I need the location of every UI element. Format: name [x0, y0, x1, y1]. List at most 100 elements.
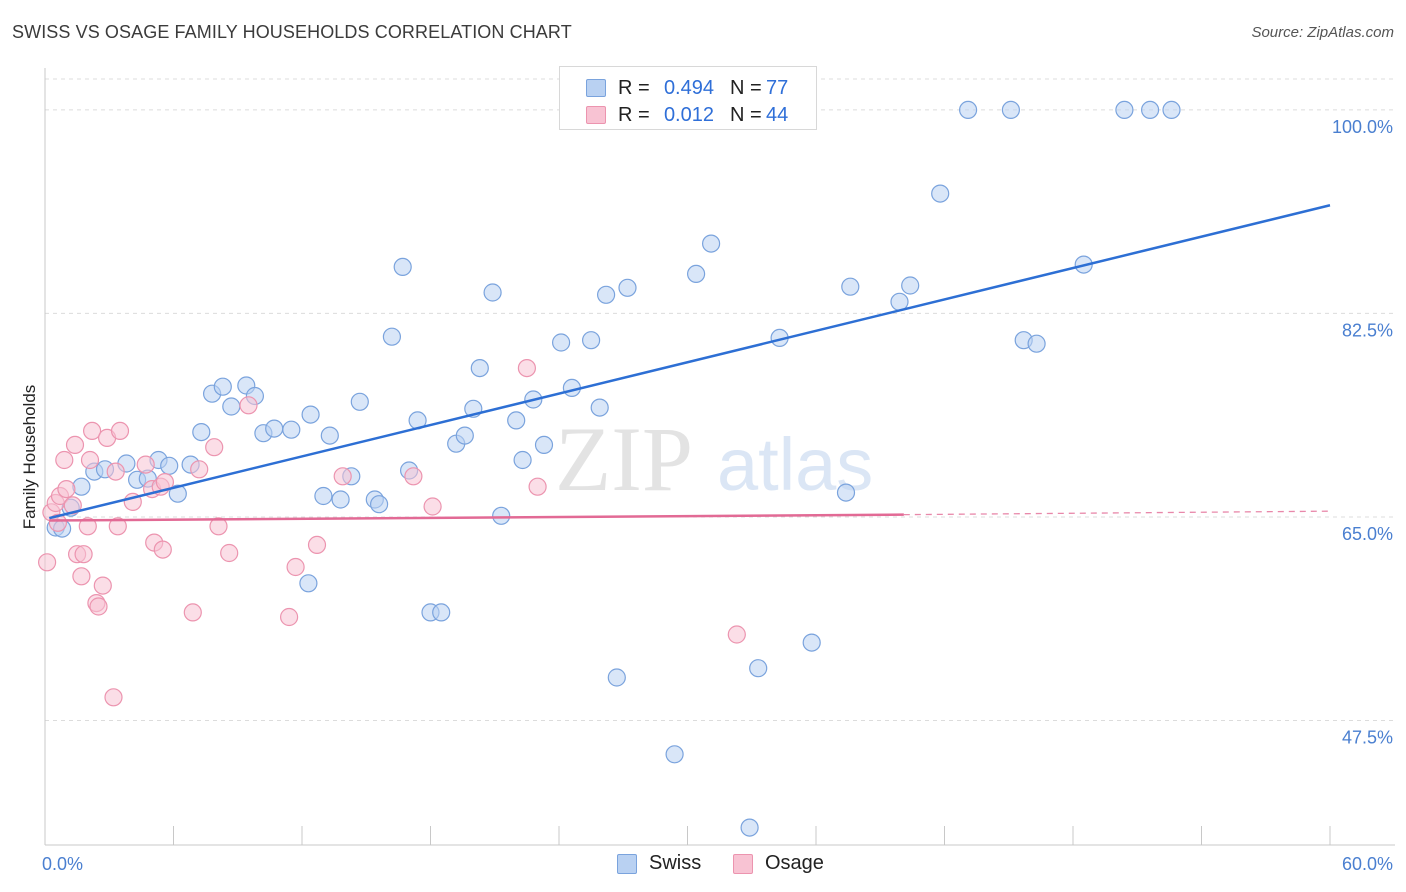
swiss-point — [507, 411, 526, 430]
osage-n-label: N = — [730, 104, 762, 126]
swiss-point — [192, 423, 211, 442]
x-tick-label-min: 0.0% — [42, 854, 83, 874]
osage-point — [74, 545, 93, 564]
swiss-point — [320, 426, 339, 445]
swiss-point — [596, 285, 616, 304]
osage-point — [72, 567, 91, 586]
swiss-point — [370, 495, 389, 514]
correlation-legend: R = 0.494 N = 77 R = 0.012 N = 44 — [559, 66, 817, 130]
swiss-point — [1140, 100, 1160, 120]
osage-point — [78, 517, 97, 536]
swiss-legend-swatch — [617, 854, 637, 874]
x-tick-label-max: 60.0% — [1342, 854, 1393, 874]
swiss-point — [265, 419, 284, 438]
swiss-r-value: 0.494 — [663, 77, 714, 99]
osage-point — [183, 603, 202, 622]
swiss-point — [1115, 100, 1134, 120]
swiss-point — [958, 100, 978, 120]
y-tick-label: 82.5% — [1342, 320, 1393, 340]
osage-point — [280, 607, 299, 627]
swiss-n-value: 77 — [766, 77, 789, 99]
swiss-point — [222, 397, 241, 416]
swiss-point — [483, 283, 502, 302]
osage-point — [110, 421, 130, 440]
osage-point — [220, 543, 239, 563]
y-tick-label: 100.0% — [1332, 117, 1393, 137]
swiss-legend-label: Swiss — [649, 852, 702, 874]
osage-point — [286, 557, 305, 577]
swiss-point — [665, 745, 684, 764]
swiss-point — [802, 633, 821, 652]
swiss-point — [931, 184, 950, 203]
osage-point — [209, 517, 228, 536]
legend-row-osage: R = 0.012 N = 44 — [560, 100, 816, 130]
swiss-point — [382, 327, 401, 346]
osage-point — [205, 438, 224, 457]
watermark-zip: ZIP — [555, 408, 693, 510]
swiss-point — [282, 420, 301, 439]
swiss-point — [492, 506, 511, 525]
osage-point — [136, 455, 155, 474]
osage-point — [37, 553, 57, 572]
swiss-point — [470, 359, 489, 378]
osage-r-value: 0.012 — [663, 104, 714, 126]
legend-row-swiss: R = 0.494 N = 77 — [560, 73, 816, 103]
swiss-point — [160, 456, 179, 475]
swiss-swatch — [586, 79, 606, 97]
y-tick-label: 47.5% — [1342, 728, 1393, 748]
osage-point — [80, 450, 100, 470]
swiss-trend-line — [48, 204, 1331, 520]
osage-point — [528, 477, 547, 496]
osage-point — [65, 435, 85, 454]
osage-point — [104, 688, 123, 707]
swiss-point — [534, 435, 554, 454]
source-label: Source: ZipAtlas.com — [1251, 24, 1394, 41]
osage-point — [239, 396, 258, 415]
swiss-point — [1001, 100, 1021, 120]
swiss-point — [607, 668, 626, 687]
swiss-point — [901, 276, 920, 295]
osage-legend-swatch — [733, 854, 753, 874]
swiss-point — [701, 234, 721, 253]
osage-point — [57, 480, 76, 499]
osage-point — [404, 467, 423, 486]
osage-point — [153, 540, 172, 559]
swiss-point — [168, 484, 187, 503]
osage-point — [106, 462, 125, 481]
trend-layer — [48, 204, 1331, 522]
osage-point — [63, 496, 82, 515]
watermark: ZIP atlas — [555, 408, 873, 510]
swiss-point — [740, 818, 759, 837]
swiss-point — [455, 426, 474, 445]
swiss-point — [393, 257, 412, 276]
swiss-point — [749, 659, 768, 678]
osage-swatch — [586, 106, 606, 124]
osage-point — [89, 597, 108, 616]
swiss-point — [581, 331, 601, 350]
osage-point — [517, 359, 537, 378]
swiss-point — [1162, 100, 1181, 120]
swiss-point — [618, 278, 637, 297]
osage-point — [55, 450, 74, 470]
swiss-point — [299, 574, 318, 593]
osage-point — [82, 421, 102, 440]
osage-point — [48, 513, 68, 532]
swiss-point — [513, 450, 532, 470]
swiss-r-label: R = — [618, 77, 650, 99]
osage-point — [190, 460, 209, 479]
axis-layer: 47.5% 65.0% 82.5% 100.0% 0.0% 60.0% — [42, 68, 1395, 874]
osage-point — [307, 535, 327, 555]
swiss-point — [836, 483, 856, 502]
swiss-n-label: N = — [730, 77, 762, 99]
swiss-point — [1027, 334, 1046, 353]
osage-point — [423, 497, 442, 516]
chart-title: SWISS VS OSAGE FAMILY HOUSEHOLDS CORRELA… — [12, 22, 572, 42]
swiss-point — [72, 477, 91, 496]
osage-point — [727, 625, 746, 644]
swiss-point — [590, 398, 609, 417]
swiss-point — [213, 377, 232, 396]
swiss-point — [841, 277, 860, 296]
swiss-point — [331, 490, 350, 509]
swiss-point — [432, 603, 451, 622]
